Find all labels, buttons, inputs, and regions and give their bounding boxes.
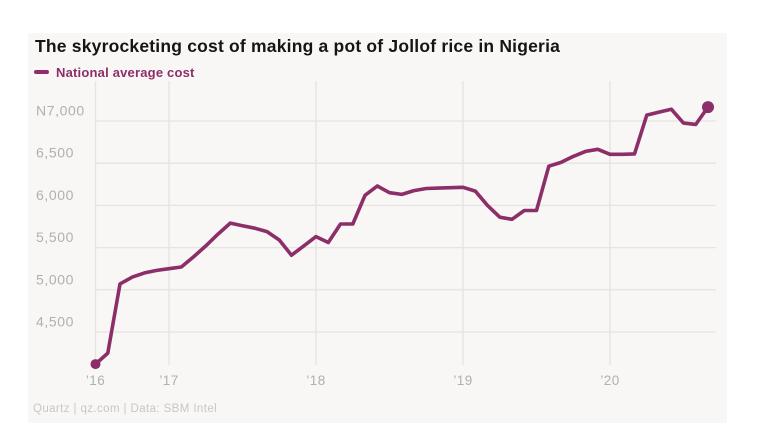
line-chart: N7,000 6,500 6,000 5,500 5,000 4,500 ’16 ’17 ’18…	[36, 81, 716, 388]
chart-title: The skyrocketing cost of making a pot of…	[35, 36, 561, 56]
y-axis-label: 5,000	[36, 271, 74, 287]
cost-line	[93, 105, 710, 366]
legend-label: National average cost	[56, 64, 195, 80]
y-axis-label: 6,500	[36, 145, 74, 161]
chart-legend: National average cost	[34, 64, 195, 80]
x-axis-label: ’19	[453, 373, 472, 388]
chart-card: The skyrocketing cost of making a pot of…	[28, 33, 727, 423]
data-point-end	[702, 101, 714, 114]
source-credit: Quartz | qz.com | Data: SBM Intel	[33, 403, 218, 415]
y-axis-label: N7,000	[36, 103, 85, 119]
x-axis-label: ’17	[159, 373, 178, 388]
legend-line-swatch	[34, 70, 49, 74]
x-axis-label: ’18	[306, 373, 325, 388]
x-axis-label: ’20	[600, 373, 619, 388]
x-axis-label: ’16	[86, 373, 105, 388]
data-point-start	[90, 359, 101, 370]
y-axis-label: 5,500	[36, 229, 74, 245]
y-axis-label: 6,000	[36, 187, 74, 203]
y-axis-label: 4,500	[36, 314, 74, 330]
